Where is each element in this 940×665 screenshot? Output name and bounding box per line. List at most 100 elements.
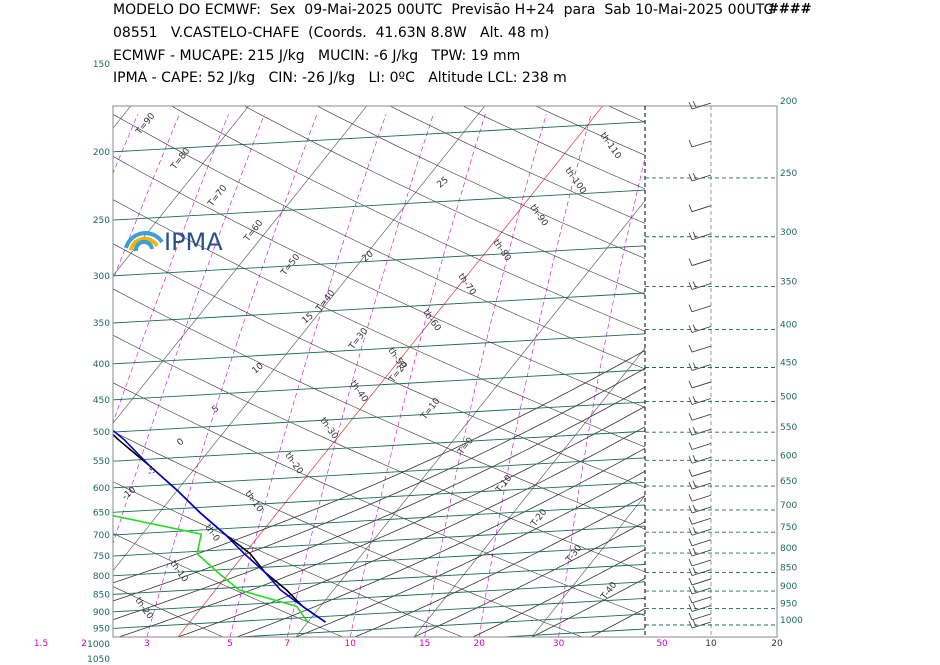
moist-adiabat-label: 0 — [176, 437, 187, 449]
isotherm-line — [413, 347, 645, 637]
isotherm-label: T=70 — [206, 183, 230, 209]
mixing-ratio-line — [350, 114, 486, 637]
moist-adiabat-line — [113, 349, 645, 584]
wind-barb — [688, 100, 712, 110]
moist-adiabat-line — [177, 426, 645, 637]
mixing-ratio-line — [0, 114, 100, 637]
wind-barb — [688, 281, 712, 290]
dry-adiabat-line — [416, 0, 940, 637]
mixing-ratio-label: 10 — [345, 639, 357, 649]
wind-barb — [688, 231, 712, 241]
isobar-line — [113, 189, 645, 221]
mixing-ratio-label: 7 — [284, 639, 290, 649]
moist-adiabat-line — [113, 368, 645, 602]
isobar-line — [113, 504, 645, 536]
pressure-label-left: 600 — [93, 484, 110, 494]
wind-barb — [688, 139, 712, 148]
isobar-line — [113, 563, 645, 595]
logo-arc-blue — [124, 231, 164, 249]
isobar-line — [113, 581, 645, 613]
pressure-label-right: 800 — [780, 544, 797, 554]
wind-barb — [688, 480, 712, 490]
pressure-label-left: 300 — [93, 272, 110, 282]
mixing-ratio-line — [662, 114, 739, 637]
wind-barb — [688, 442, 712, 450]
pressure-label-left: 450 — [93, 396, 110, 406]
moist-adiabat-label: 25 — [436, 175, 451, 190]
moist-adiabat-label: 15 — [301, 311, 316, 326]
header-model-line: MODELO DO ECMWF: Sex 09-Mai-2025 00UTC P… — [113, 2, 774, 18]
pressure-label-left: 900 — [93, 608, 110, 618]
isobar-line — [495, 628, 645, 637]
dry-adiabat-line — [113, 156, 645, 408]
dry-adiabat-line — [170, 106, 645, 332]
wind-barb — [688, 585, 712, 595]
isotherm-line — [886, 0, 940, 637]
moist-adiabat-label: 5 — [211, 404, 222, 415]
mixing-ratio-line — [424, 114, 547, 637]
mixing-ratio-label: 30 — [553, 639, 565, 649]
wind-barb — [688, 558, 712, 567]
pressure-label-right: 200 — [780, 97, 797, 107]
pressure-label-left: 350 — [93, 319, 110, 329]
isobar-line — [113, 369, 645, 401]
mixing-ratio-line — [113, 114, 180, 281]
isotherm-label: T=80 — [169, 146, 193, 172]
moist-adiabat-line — [295, 470, 645, 637]
isobar-line — [113, 481, 645, 513]
isotherm-line — [177, 106, 604, 637]
wind-axis-label: 10 — [705, 639, 717, 649]
moist-adiabat-line — [413, 521, 645, 637]
isobar-line — [113, 333, 645, 365]
header-station-line: 08551 V.CASTELO-CHAFE (Coords. 41.63N 8.… — [113, 25, 550, 41]
wind-barb — [688, 258, 712, 266]
temperature-curve — [113, 429, 326, 623]
pressure-label-left: 850 — [93, 590, 110, 600]
mixing-ratio-line — [113, 114, 229, 424]
isobar-line — [113, 430, 645, 462]
mixing-ratio-label: 50 — [656, 639, 668, 649]
dry-adiabat-line — [113, 334, 645, 573]
isotherm-line — [113, 106, 368, 424]
dry-adiabat-line — [389, 106, 645, 224]
pressure-label-left: 800 — [93, 572, 110, 582]
pressure-label-left: 650 — [93, 508, 110, 518]
logo-arc-yellow — [129, 236, 159, 251]
isobar-line — [113, 245, 645, 277]
dry-adiabat-line — [478, 0, 940, 637]
plot-frame — [112, 105, 778, 638]
pressure-label-right: 400 — [780, 321, 797, 331]
mixing-ratio-label: 2 — [81, 639, 87, 649]
dry-adiabat-label: th-40 — [348, 379, 370, 405]
header-ecmwf-line: ECMWF - MUCAPE: 215 J/kg MUCIN: -6 J/kg … — [113, 48, 521, 64]
header-hash: #### — [768, 2, 812, 17]
dewpoint-curve — [113, 514, 309, 623]
isotherm-line — [768, 0, 940, 637]
wind-barb — [688, 344, 712, 353]
pressure-label-right: 300 — [780, 228, 797, 238]
dry-adiabat-line — [113, 586, 224, 637]
ipma-logo: IPMA — [124, 228, 223, 256]
wind-barb — [688, 619, 712, 629]
pressure-label-left: 250 — [93, 216, 110, 226]
dry-adiabat-line — [243, 106, 645, 295]
dry-adiabat-label: th-100 — [563, 166, 588, 196]
mixing-ratio-line — [113, 114, 265, 545]
pressure-label-right: 500 — [780, 392, 797, 402]
mixing-ratio-label: 15 — [419, 639, 430, 649]
pressure-label-left: 550 — [93, 457, 110, 467]
isotherm-line — [650, 0, 940, 637]
wind-barb — [688, 577, 712, 586]
mixing-ratio-line — [113, 114, 139, 174]
wind-barb — [688, 396, 712, 405]
moist-adiabat-line — [113, 386, 645, 621]
pressure-label-right: 750 — [780, 523, 797, 533]
moist-adiabat-line — [531, 577, 645, 637]
moist-adiabat-line — [236, 447, 645, 637]
dry-adiabat-line — [113, 532, 343, 637]
wind-barb — [688, 172, 712, 182]
isotherm-line — [0, 0, 45, 637]
pressure-label-left: 1000 — [87, 640, 110, 650]
mixing-ratio-line — [287, 114, 434, 637]
